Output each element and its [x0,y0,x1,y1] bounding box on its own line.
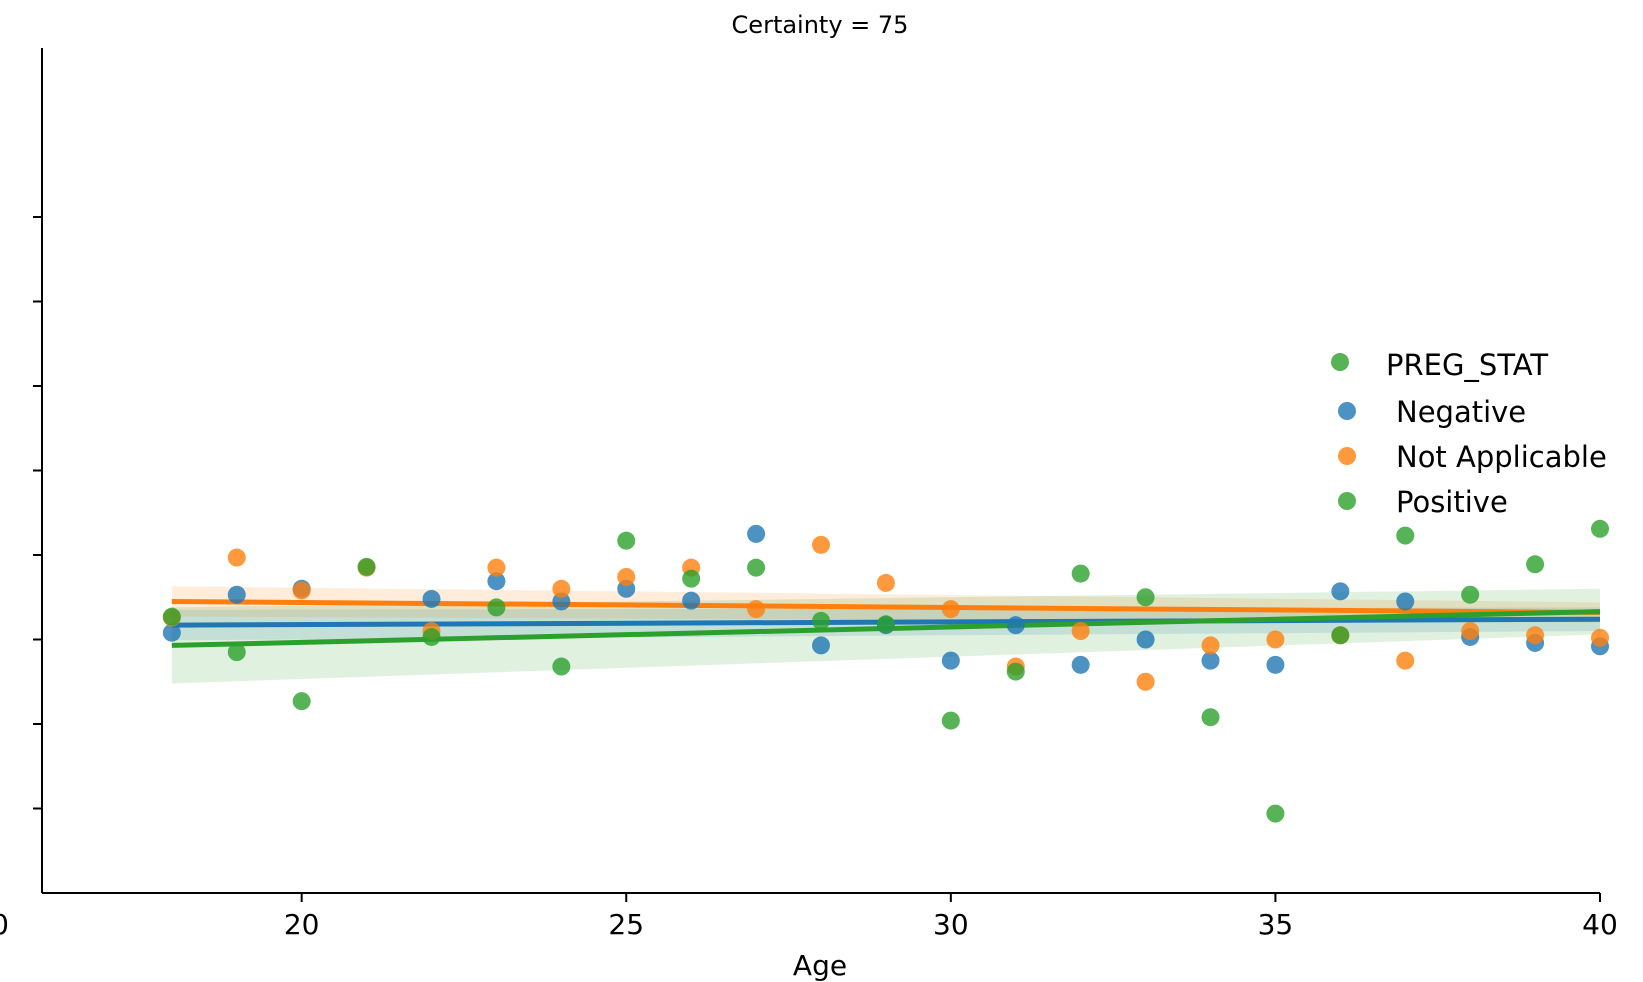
point-positive [1071,564,1090,583]
point-positive [227,643,246,662]
legend-marker-positive [1338,492,1356,510]
point-negative [1396,592,1415,611]
legend-marker-not-applicable [1338,447,1356,465]
legend-title-marker [1331,353,1349,371]
point-positive [487,598,506,617]
point-not-applicable [292,581,311,600]
point-positive [1526,555,1545,574]
point-positive [162,607,181,626]
point-negative [422,589,441,608]
point-positive [747,558,766,577]
point-positive [1266,804,1285,823]
legend-label-not-applicable: Not Applicable [1396,440,1607,474]
point-positive [1396,526,1415,545]
point-not-applicable [1071,622,1090,641]
point-not-applicable [1396,651,1415,670]
confidence-bands [171,586,1600,684]
point-positive [1461,585,1480,604]
point-not-applicable [812,535,830,554]
legend-label-positive: Positive [1396,485,1508,519]
legend: PREG_STAT Negative Not Applicable Positive [1331,348,1607,519]
point-not-applicable [552,579,571,598]
scatter-points [162,519,1609,823]
point-negative [487,572,506,591]
point-negative [1201,651,1220,670]
point-negative [227,585,246,604]
point-positive [552,657,571,676]
point-negative [941,651,960,670]
point-negative [162,623,181,642]
confidence-band-positive [171,588,1600,684]
x-tick-label: 40 [1582,908,1618,941]
point-positive [357,557,376,576]
point-negative [552,592,571,611]
point-not-applicable [487,558,506,577]
point-positive [422,627,441,646]
point-positive [292,692,311,711]
point-not-applicable [876,573,895,592]
y-axis-ticks [33,216,42,810]
x-tick-label: 25 [608,908,644,941]
x-tick-label: 35 [1258,908,1294,941]
point-negative [1266,655,1285,674]
y-axis-partial-tick-label: 0 [0,908,9,941]
x-tick-label: 20 [284,908,320,941]
trend-line-not-applicable [171,598,1601,615]
legend-label-negative: Negative [1396,395,1526,429]
point-positive [1591,519,1609,538]
point-negative [1136,630,1155,649]
point-not-applicable [1461,622,1480,641]
point-not-applicable [747,600,766,619]
point-negative [682,591,701,610]
confidence-band-not-applicable [171,586,1600,623]
point-not-applicable [1591,628,1609,647]
x-axis-label: Age [793,949,847,982]
legend-title: PREG_STAT [1386,348,1548,382]
point-not-applicable [617,567,636,586]
point-not-applicable [1136,672,1155,691]
legend-marker-negative [1338,402,1356,420]
point-positive [1331,626,1350,645]
point-negative [1331,582,1350,601]
point-positive [1006,662,1025,681]
point-not-applicable [227,548,246,567]
point-not-applicable [1526,626,1545,645]
x-tick-label: 30 [933,908,969,941]
point-positive [682,569,701,588]
chart-title: Certainty = 75 [732,11,909,39]
point-positive [941,711,960,730]
point-not-applicable [1266,630,1285,649]
point-negative [747,524,766,543]
point-negative [1071,655,1090,674]
point-positive [1136,588,1155,607]
point-negative [812,636,830,655]
axes [41,48,1600,894]
point-positive [876,615,895,634]
point-positive [617,531,636,550]
point-positive [812,611,830,630]
point-not-applicable [941,600,960,619]
point-positive [1201,708,1220,727]
x-axis-ticks: 20 25 30 35 40 [284,893,1618,941]
point-negative [1006,616,1025,635]
point-not-applicable [1201,636,1220,655]
